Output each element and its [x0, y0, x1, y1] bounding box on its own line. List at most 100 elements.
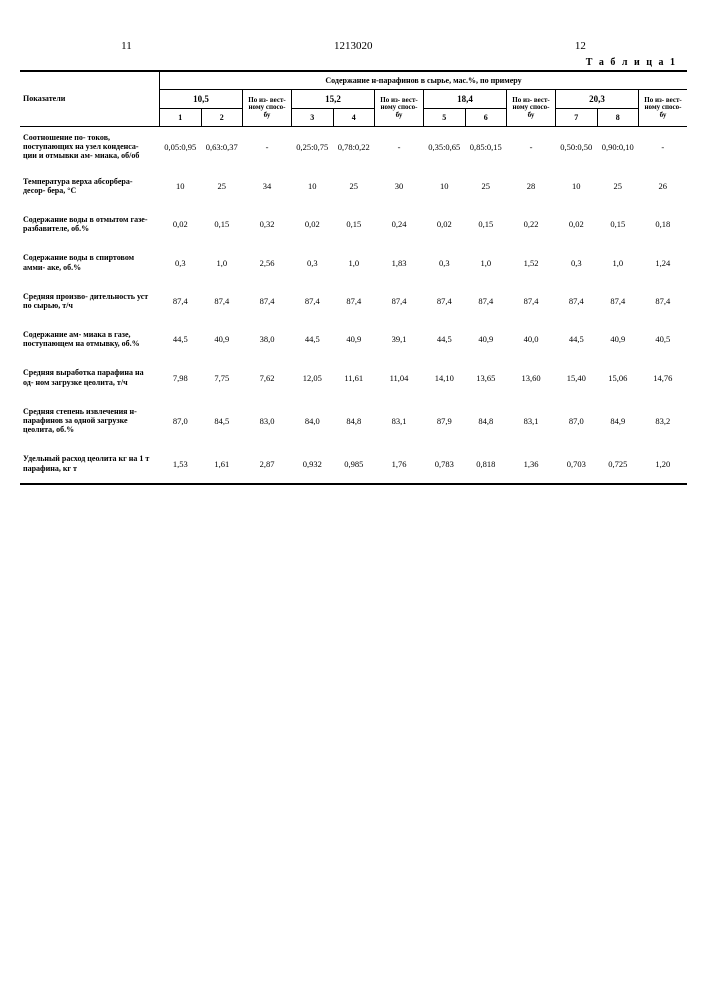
cell: 0,50:0,50	[556, 127, 598, 167]
hdr-col-4: 4	[333, 109, 375, 127]
cell: 44,5	[292, 320, 334, 358]
cell: 38,0	[243, 320, 292, 358]
cell: 44,5	[556, 320, 598, 358]
cell: 0,05:0,95	[160, 127, 202, 167]
cell: 84,8	[465, 397, 507, 445]
table-container: Т а б л и ц а 1 Показатели Содержание н-…	[20, 57, 687, 485]
hdr-col-8: 8	[597, 109, 639, 127]
cell: 14,10	[424, 358, 466, 396]
cell: 87,4	[292, 282, 334, 320]
cell: 13,65	[465, 358, 507, 396]
doc-number: 1213020	[334, 40, 373, 52]
cell: 1,83	[375, 243, 424, 281]
header-pokazateli: Показатели	[20, 71, 160, 127]
row-label: Средняя выработка парафина на од- ном за…	[20, 358, 160, 396]
cell: 40,9	[597, 320, 639, 358]
row-label: Содержание воды в спиртовом амми- аке, о…	[20, 243, 160, 281]
cell: 0,985	[333, 444, 375, 483]
cell: 1,53	[160, 444, 202, 483]
cell: 87,0	[160, 397, 202, 445]
cell: 83,0	[243, 397, 292, 445]
cell: -	[243, 127, 292, 167]
hdr-izv-0: По из- вест- ному спосо- бу	[243, 90, 292, 127]
table-row: Удельный расход цеолита кг на 1 т парафи…	[20, 444, 687, 483]
hdr-col-7: 7	[556, 109, 598, 127]
cell: 0,932	[292, 444, 334, 483]
cell: 10	[556, 167, 598, 205]
cell: 40,9	[201, 320, 243, 358]
cell: 40,9	[333, 320, 375, 358]
cell: 0,25:0,75	[292, 127, 334, 167]
cell: 11,61	[333, 358, 375, 396]
cell: 0,15	[465, 205, 507, 243]
cell: 0,02	[160, 205, 202, 243]
table-row: Температура верха абсорбера-десор- бера,…	[20, 167, 687, 205]
cell: 0,78:0,22	[333, 127, 375, 167]
cell: 0,18	[639, 205, 688, 243]
hdr-izv-1: По из- вест- ному спосо- бу	[375, 90, 424, 127]
cell: 26	[639, 167, 688, 205]
cell: 0,15	[597, 205, 639, 243]
cell: 87,9	[424, 397, 466, 445]
table-row: Средняя степень извлечения н-парафинов з…	[20, 397, 687, 445]
table-row: Средняя выработка парафина на од- ном за…	[20, 358, 687, 396]
cell: 87,4	[333, 282, 375, 320]
cell: 1,24	[639, 243, 688, 281]
table-caption: Т а б л и ц а 1	[20, 57, 687, 68]
cell: 1,0	[597, 243, 639, 281]
cell: 1,20	[639, 444, 688, 483]
row-label: Удельный расход цеолита кг на 1 т парафи…	[20, 444, 160, 483]
cell: 14,76	[639, 358, 688, 396]
cell: 1,61	[201, 444, 243, 483]
table-row: Содержание ам- миака в газе, поступающем…	[20, 320, 687, 358]
cell: 10	[424, 167, 466, 205]
cell: 1,52	[507, 243, 556, 281]
cell: 87,0	[556, 397, 598, 445]
cell: 1,0	[201, 243, 243, 281]
cell: 0,24	[375, 205, 424, 243]
hdr-group-0: 10,5	[160, 90, 243, 109]
cell: 84,0	[292, 397, 334, 445]
cell: 28	[507, 167, 556, 205]
cell: 83,1	[507, 397, 556, 445]
cell: 84,8	[333, 397, 375, 445]
cell: 0,32	[243, 205, 292, 243]
cell: 15,06	[597, 358, 639, 396]
cell: 34	[243, 167, 292, 205]
cell: 87,4	[375, 282, 424, 320]
cell: -	[375, 127, 424, 167]
cell: 25	[465, 167, 507, 205]
cell: 0,02	[292, 205, 334, 243]
cell: -	[507, 127, 556, 167]
cell: 0,3	[424, 243, 466, 281]
row-label: Содержание воды в отмытом газе- разбавит…	[20, 205, 160, 243]
cell: 83,2	[639, 397, 688, 445]
cell: -	[639, 127, 688, 167]
row-label: Средняя произво- дительность уст по сырь…	[20, 282, 160, 320]
hdr-group-1: 15,2	[292, 90, 375, 109]
row-label: Средняя степень извлечения н-парафинов з…	[20, 397, 160, 445]
hdr-izv-2: По из- вест- ному спосо- бу	[507, 90, 556, 127]
cell: 0,3	[160, 243, 202, 281]
hdr-col-3: 3	[292, 109, 334, 127]
table-row: Средняя произво- дительность уст по сырь…	[20, 282, 687, 320]
row-label: Температура верха абсорбера-десор- бера,…	[20, 167, 160, 205]
cell: 1,36	[507, 444, 556, 483]
cell: 1,0	[333, 243, 375, 281]
cell: 87,4	[639, 282, 688, 320]
cell: 83,1	[375, 397, 424, 445]
cell: 87,4	[465, 282, 507, 320]
cell: 87,4	[160, 282, 202, 320]
data-table: Показатели Содержание н-парафинов в сырь…	[20, 70, 687, 485]
cell: 0,783	[424, 444, 466, 483]
cell: 25	[333, 167, 375, 205]
row-label: Содержание ам- миака в газе, поступающем…	[20, 320, 160, 358]
header-soderzh: Содержание н-парафинов в сырье, мас.%, п…	[160, 71, 688, 90]
hdr-group-3: 20,3	[556, 90, 639, 109]
cell: 84,9	[597, 397, 639, 445]
hdr-col-1: 1	[160, 109, 202, 127]
cell: 30	[375, 167, 424, 205]
table-row: Содержание воды в отмытом газе- разбавит…	[20, 205, 687, 243]
cell: 25	[597, 167, 639, 205]
cell: 0,703	[556, 444, 598, 483]
